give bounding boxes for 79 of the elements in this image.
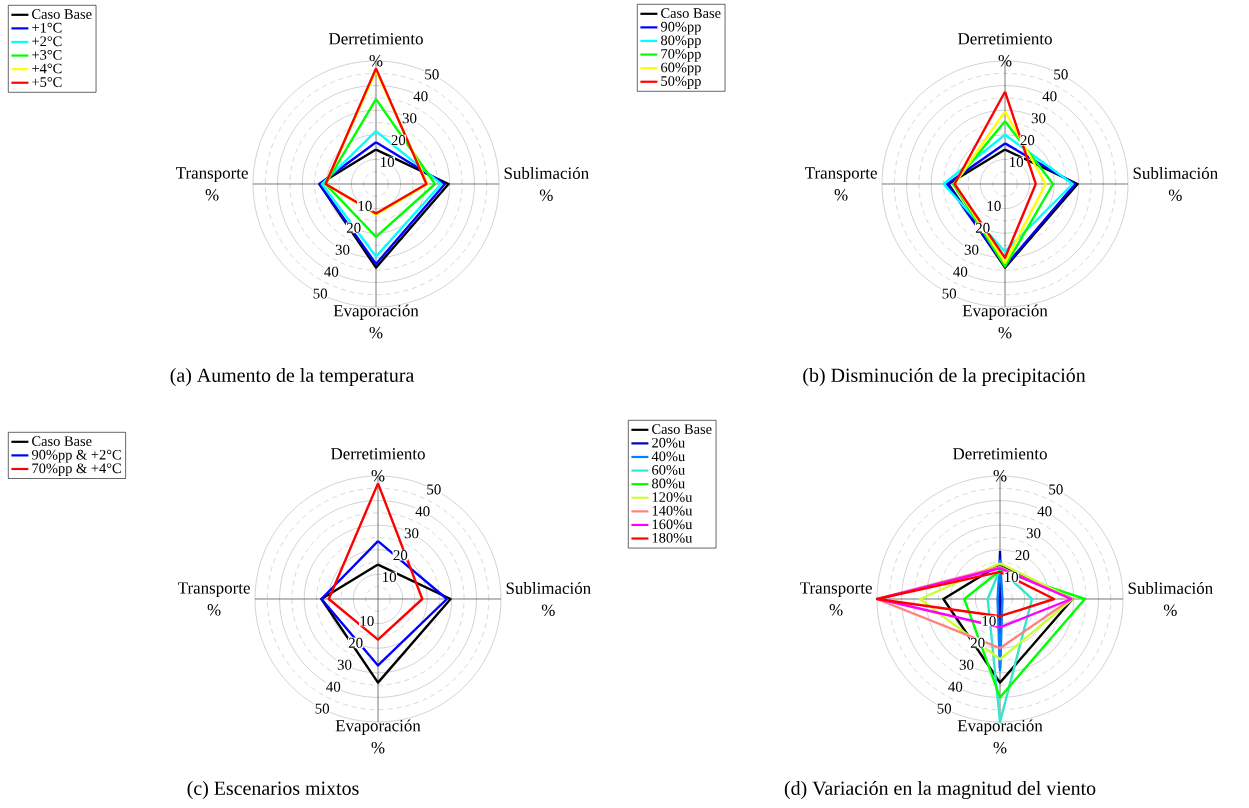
spoke-label: Evaporación [957,719,1043,735]
legend-label: 70%pp [661,49,701,62]
legend-label: +2°C [32,36,62,47]
spoke-label: Derretimiento [328,33,423,45]
legend-label: 140%u [652,505,693,516]
legend-label: 40%u [651,451,685,462]
legend-label: Caso Base [661,8,721,18]
text: 20 [975,222,990,233]
legend-label: 90%pp [660,21,701,35]
legend-label: 160%u [652,519,693,530]
spoke-label: Evaporación [333,304,419,320]
text: % [1168,189,1182,201]
y-tick-label: 20 [1020,135,1035,146]
text: 10 [1005,572,1019,583]
spoke-label: Transporte [800,582,872,598]
text: 40 [415,506,430,517]
legend-label: 90%pp & +2°C [31,449,121,463]
legend-label: +4°C [32,63,62,74]
legend-label: 80%u [652,478,685,489]
spoke-label: Sublimación [1128,582,1213,594]
text: % [998,326,1012,339]
legend-label: 180%u [652,532,693,543]
text: % [539,189,553,201]
text: % [369,326,383,339]
text: (c) Escenarios mixtos [187,780,359,800]
legend-label: 80%pp [661,35,701,49]
legend-label: 60%pp [661,62,701,76]
text: % [1163,604,1177,616]
text: 20 [391,135,406,146]
legend-label: +5°C [32,77,62,87]
spoke-label: Sublimación [1133,167,1218,179]
legend-label: Caso Base [652,424,712,434]
text: (b) Disminución de la precipitación [803,367,1086,387]
text: 40 [413,91,428,102]
text: (a) Aumento de la temperatura [170,367,415,387]
text: (d) Variación en la magnitud del viento [784,780,1096,800]
legend-label: +1°C [32,22,62,33]
text: 40 [953,266,968,277]
text: 20 [348,637,363,648]
text: % [371,741,385,754]
legend-label: 50%pp [661,76,701,89]
legend-label: +3°C [32,50,62,60]
spoke-label: Derretimiento [953,448,1047,460]
legend-label: 120%u [652,492,693,502]
text: 30 [402,113,417,124]
text: % [993,741,1007,754]
legend-label: Caso Base [32,436,92,446]
legend-label: 70%pp & +4°C [32,463,121,477]
spoke-label: Sublimación [504,167,589,179]
spoke-label: Transporte [178,582,250,598]
text: % [371,469,385,482]
text: 20 [970,637,985,648]
text: % [998,54,1012,67]
spoke-label: Transporte [176,167,248,183]
spoke-label: Derretimiento [330,448,425,460]
text: 50 [427,484,441,495]
legend-label: 20%u [652,437,685,448]
spoke-label: Sublimación [506,582,591,594]
legend-label: 60%u [652,465,685,475]
spoke-label: Evaporación [962,304,1048,320]
text: % [541,604,555,616]
text: 10 [381,157,395,168]
text: % [205,189,219,201]
spoke-label: Evaporación [335,719,421,735]
text: % [834,189,848,201]
text: 40 [948,681,963,692]
text: 10 [383,572,397,583]
spoke-label: Transporte [805,167,877,183]
text: 50 [942,288,957,299]
text: 10 [1010,157,1024,168]
text: 50 [313,288,328,299]
legend-label: Caso Base [32,9,92,19]
text: 30 [337,659,352,670]
text: % [993,469,1007,482]
spoke-label: Derretimiento [958,33,1052,45]
text: % [369,54,383,67]
text: % [207,604,221,616]
text: % [829,604,843,616]
text: 30 [959,659,974,670]
